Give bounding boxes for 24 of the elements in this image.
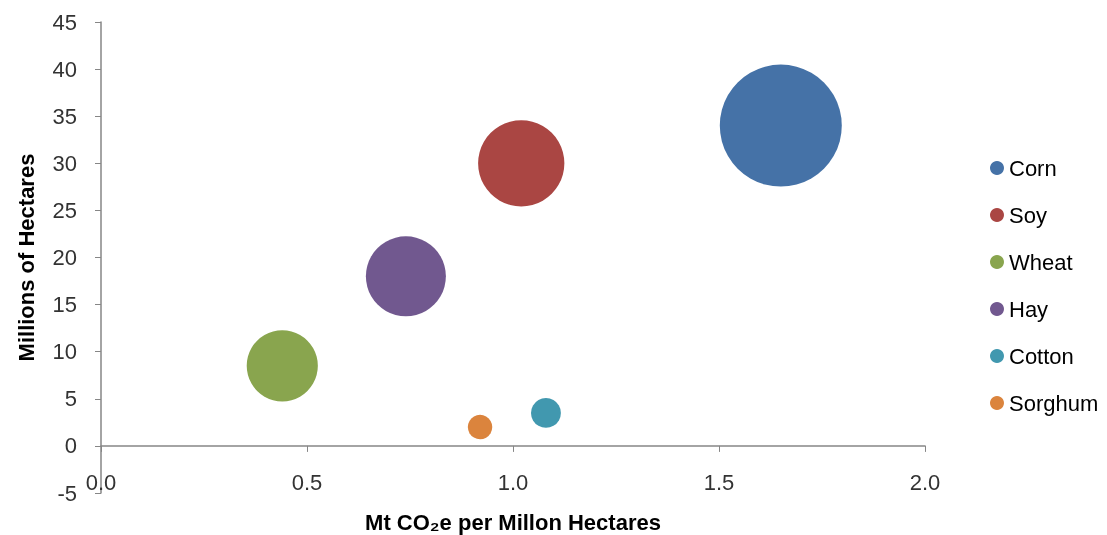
x-tick-label: 0.0: [85, 469, 117, 495]
x-tick-label: 1.0: [497, 469, 529, 495]
x-tick-label: 1.5: [703, 469, 735, 495]
legend-label: Corn: [1009, 155, 1057, 181]
legend-label: Wheat: [1009, 249, 1073, 275]
y-tick-label: 45: [52, 9, 77, 35]
legend-label: Cotton: [1009, 343, 1074, 369]
y-tick-label: 25: [52, 197, 77, 223]
y-tick-label: 10: [52, 339, 77, 365]
legend-label: Soy: [1009, 202, 1047, 228]
y-axis-title: Millions of Hectares: [13, 153, 39, 362]
legend-label: Hay: [1009, 296, 1049, 322]
x-tick-label: 2.0: [909, 469, 941, 495]
y-tick-label: 5: [64, 386, 77, 412]
y-tick-label: 20: [52, 245, 77, 270]
x-axis-title: Mt CO₂e per Millon Hectares: [365, 509, 661, 535]
y-tick-label: 15: [52, 292, 77, 318]
x-tick-label: 0.5: [291, 469, 323, 495]
y-tick-label: 40: [52, 56, 77, 82]
y-tick-label: -5: [57, 480, 77, 506]
y-tick-label: 35: [52, 103, 77, 129]
legend-label: Sorghum: [1009, 390, 1099, 416]
y-tick-label: 0: [64, 433, 77, 459]
y-tick-label: 30: [52, 150, 77, 176]
